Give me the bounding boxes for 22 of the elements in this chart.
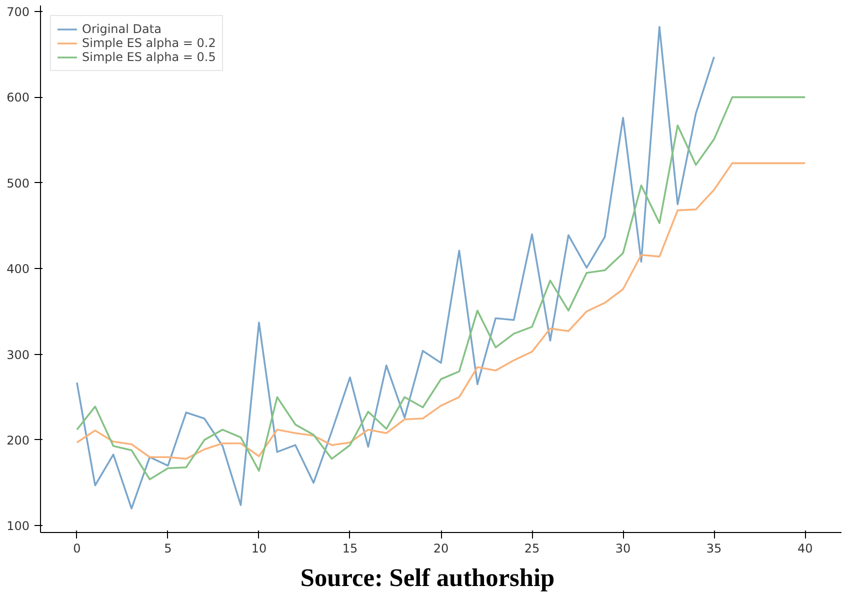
x-tick-label: 30 xyxy=(615,542,631,556)
line-series xyxy=(76,162,806,460)
legend-label: Simple ES alpha = 0.2 xyxy=(82,36,216,50)
legend-label: Simple ES alpha = 0.5 xyxy=(82,50,216,64)
x-tick-label: 0 xyxy=(73,542,81,556)
y-tick-label: 500 xyxy=(6,176,30,190)
x-tick-label: 40 xyxy=(797,542,813,556)
y-tick-label: 300 xyxy=(6,348,30,362)
x-tick-label: 10 xyxy=(251,542,267,556)
x-tick-label: 25 xyxy=(524,542,540,556)
line-series xyxy=(76,96,806,480)
y-tick-label: 200 xyxy=(6,433,30,448)
y-tick-label: 600 xyxy=(6,90,30,105)
y-tick-label: 400 xyxy=(6,262,30,276)
y-tick-label: 700 xyxy=(6,5,30,19)
x-tick-label: 5 xyxy=(164,542,172,556)
x-tick-label: 20 xyxy=(433,542,449,556)
y-tick-label: 100 xyxy=(6,519,30,534)
x-tick-label: 15 xyxy=(342,542,358,556)
source-note: Source: Self authorship xyxy=(300,563,555,594)
x-tick-label: 35 xyxy=(706,542,722,556)
legend-label: Original Data xyxy=(82,22,162,36)
